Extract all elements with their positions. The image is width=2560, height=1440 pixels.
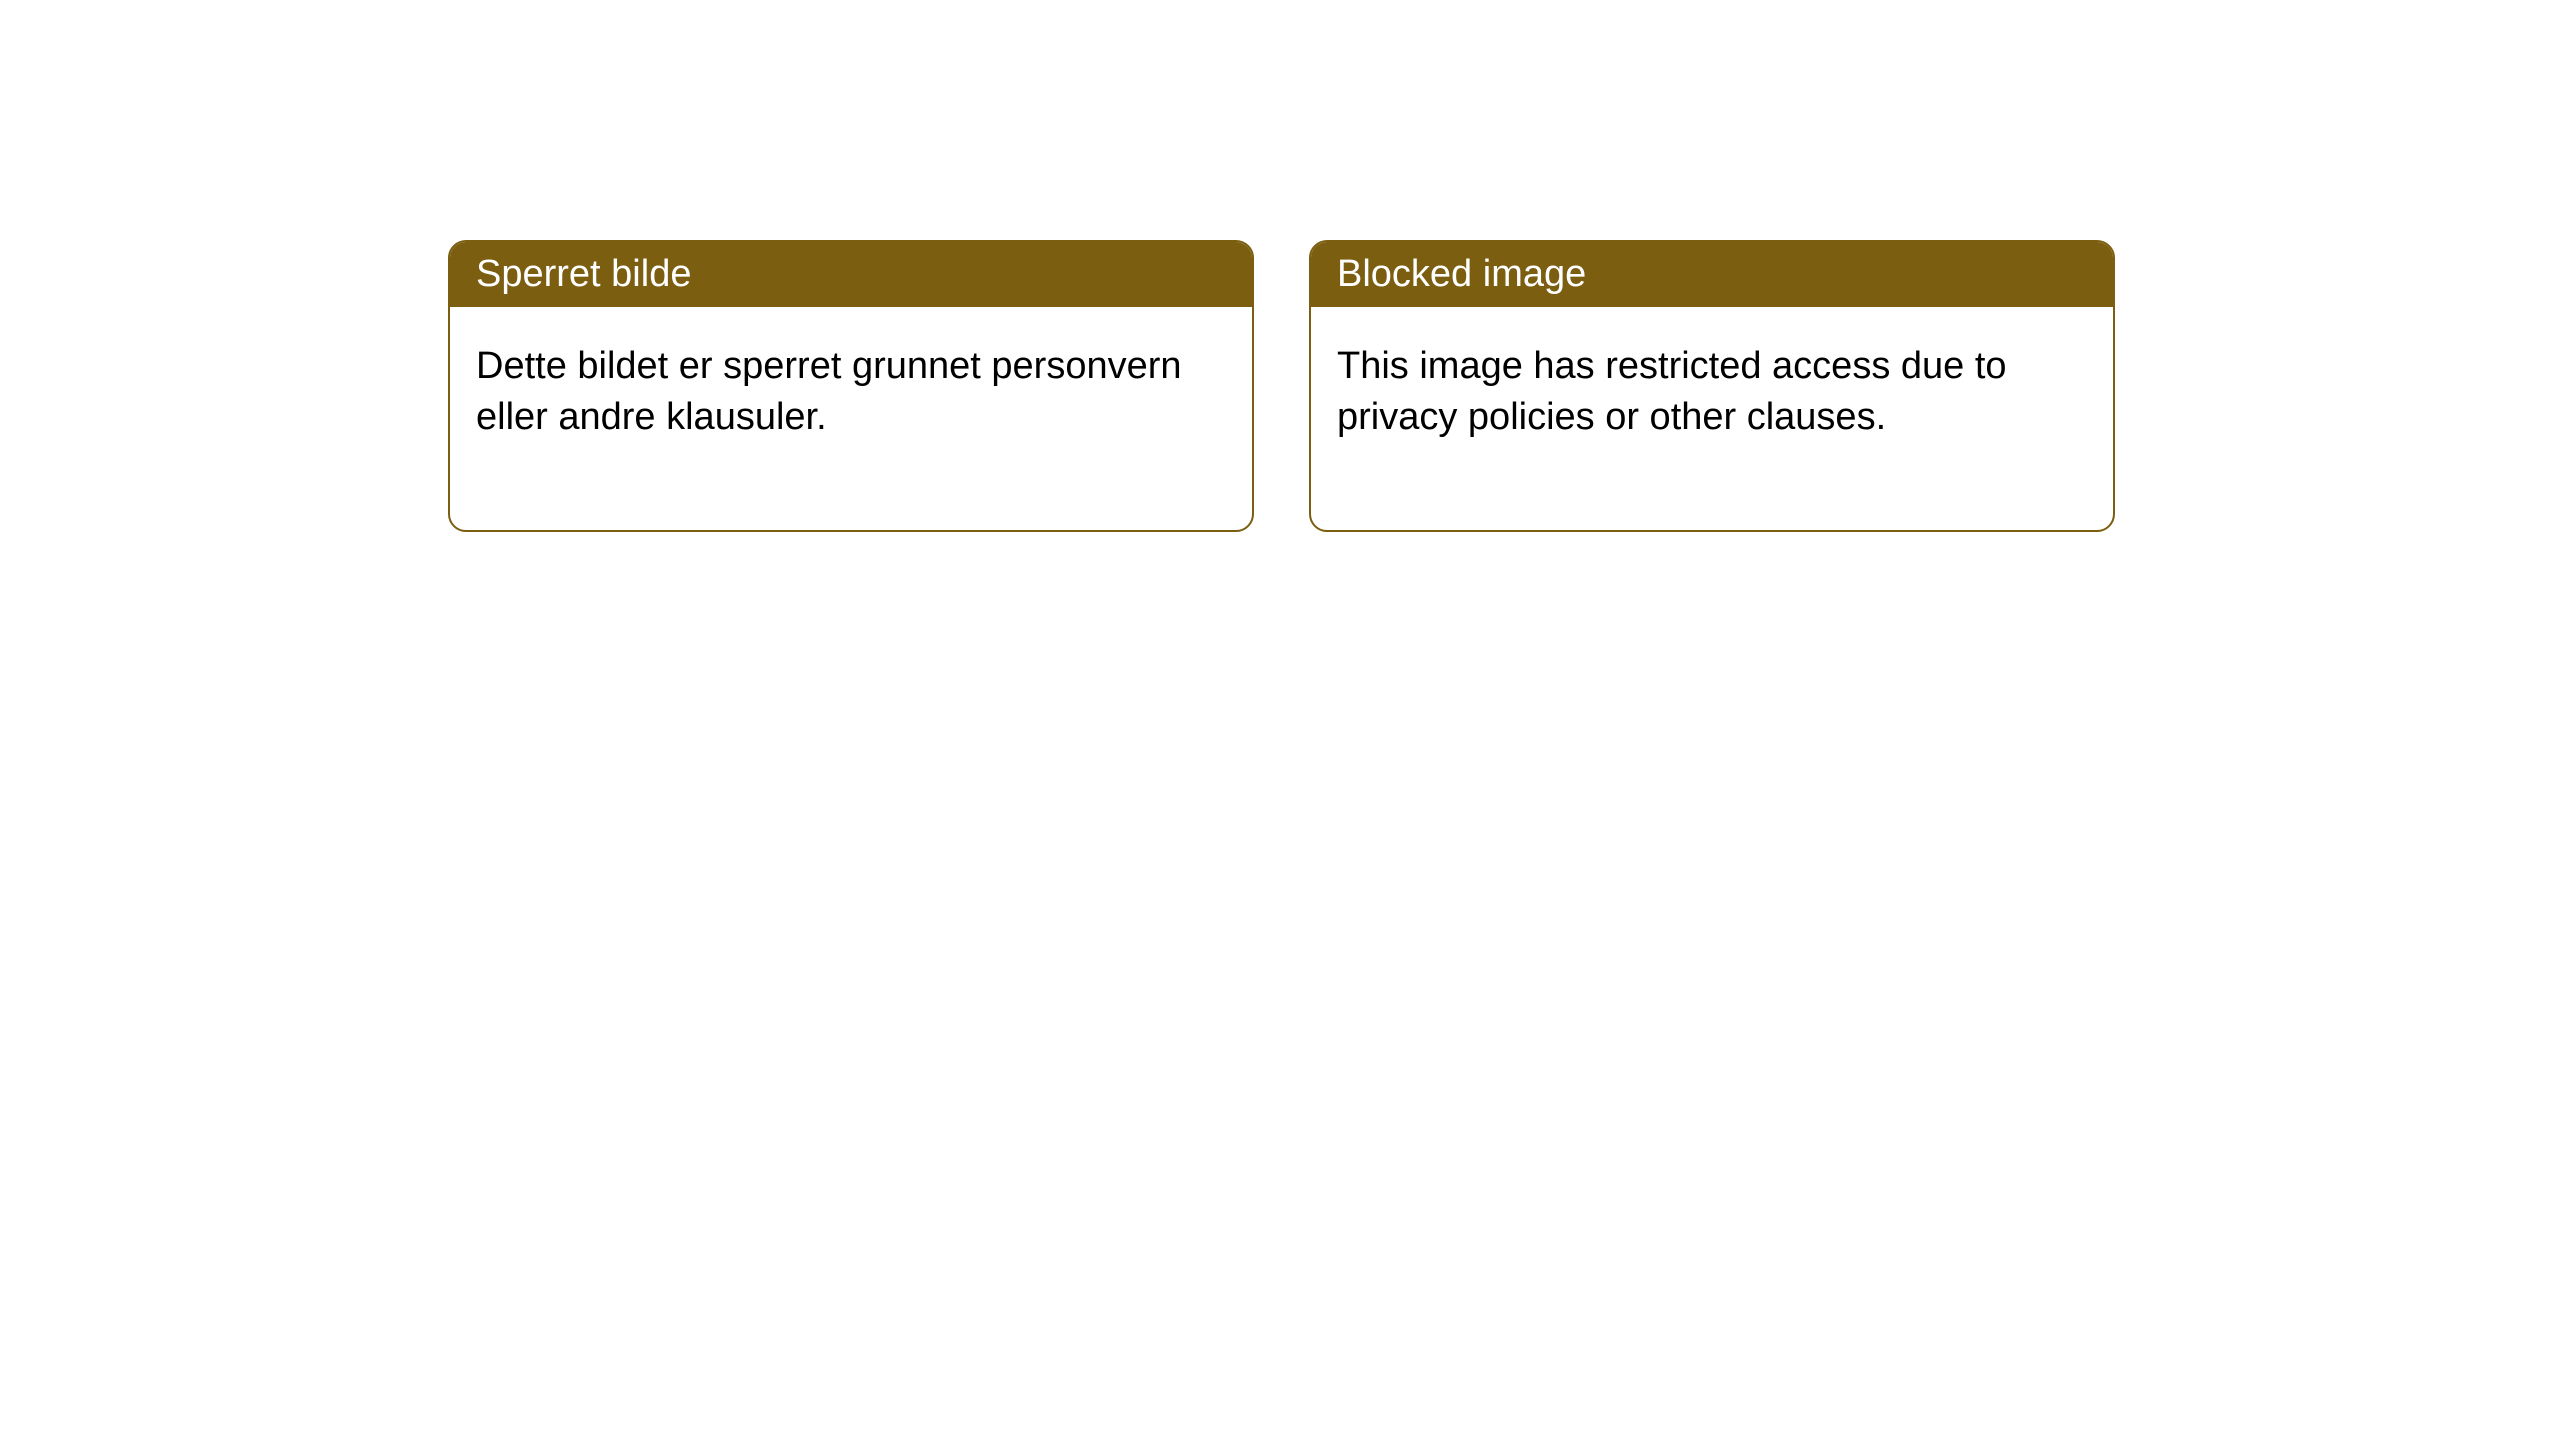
notice-card-body: Dette bildet er sperret grunnet personve… [450, 307, 1252, 530]
notice-card-norwegian: Sperret bilde Dette bildet er sperret gr… [448, 240, 1254, 532]
notice-container: Sperret bilde Dette bildet er sperret gr… [0, 0, 2560, 532]
notice-card-body: This image has restricted access due to … [1311, 307, 2113, 530]
notice-card-title: Sperret bilde [450, 242, 1252, 307]
notice-card-english: Blocked image This image has restricted … [1309, 240, 2115, 532]
notice-card-title: Blocked image [1311, 242, 2113, 307]
